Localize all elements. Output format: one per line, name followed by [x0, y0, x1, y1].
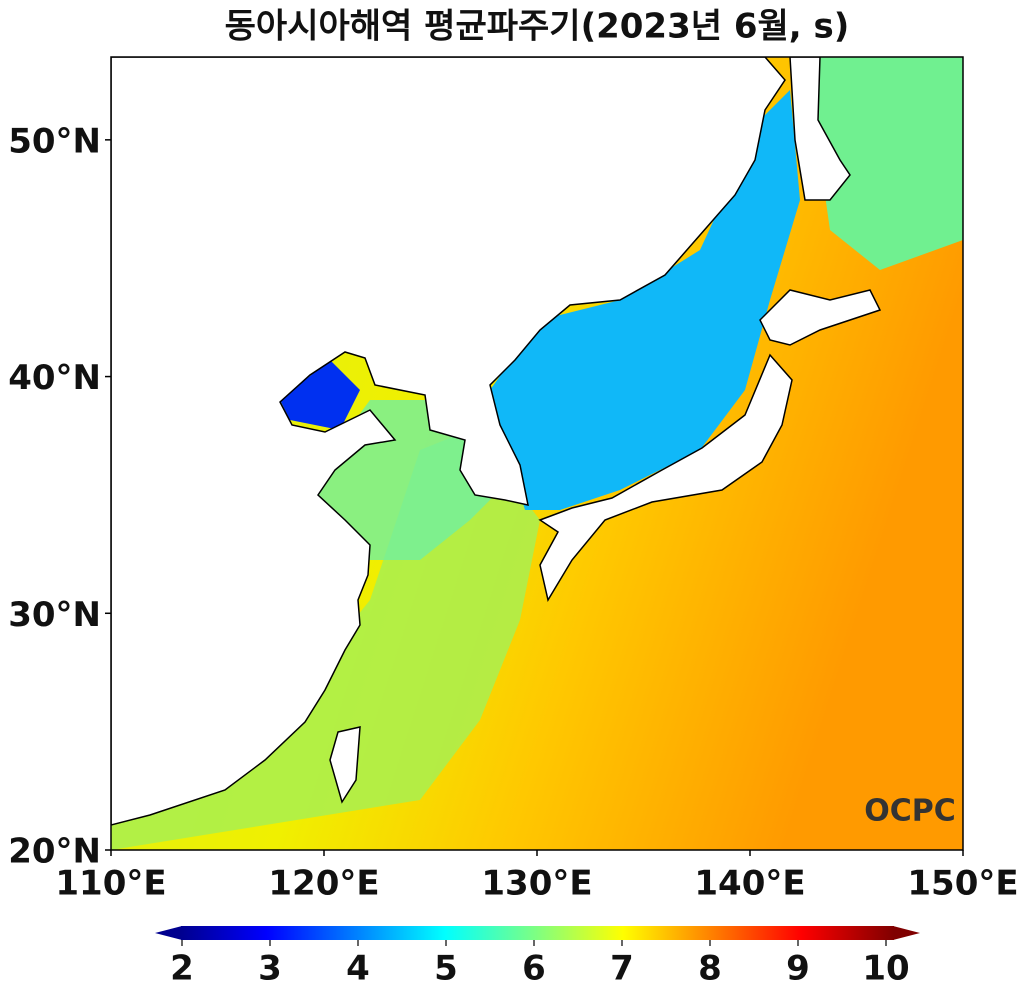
japan [538, 353, 793, 602]
y-tick-label: 40°N [8, 358, 101, 398]
hokkaido [759, 289, 882, 346]
x-tick-label: 130°E [481, 864, 592, 904]
colorbar-extend-high [893, 926, 920, 940]
colorbar-tick-label: 4 [346, 949, 370, 989]
x-tick-label: 150°E [907, 864, 1018, 904]
east-sea-field [490, 90, 800, 510]
x-tick-label: 140°E [694, 864, 805, 904]
colorbar-extend-low [155, 926, 182, 940]
x-tick-label: 120°E [268, 864, 379, 904]
colorbar-tick-label: 2 [170, 949, 194, 989]
colorbar-tick-label: 5 [434, 949, 458, 989]
colorbar-tick-label: 3 [258, 949, 282, 989]
colorbar-tick-label: 8 [698, 949, 722, 989]
taiwan [329, 726, 361, 804]
colorbar-tick-label: 7 [610, 949, 634, 989]
y-tick-label: 20°N [8, 832, 101, 872]
x-tick-label: 110°E [55, 864, 166, 904]
colorbar-tick-label: 6 [522, 949, 546, 989]
y-tick-label: 50°N [8, 121, 101, 161]
colorbar-tick-label: 9 [786, 949, 810, 989]
axes: 110°E 120°E 130°E 140°E 150°E 20°N 30°N 40°N 50°… [8, 121, 1018, 988]
y-tick-label: 30°N [8, 595, 101, 635]
logo: OCPC [864, 794, 956, 829]
map-area: OCPC [111, 57, 963, 850]
sakhalin [789, 57, 851, 201]
colorbar [181, 926, 894, 940]
mainland [111, 57, 786, 826]
bohai-field [280, 360, 360, 430]
map-title: 동아시아해역 평균파주기(2023년 6월, s) [225, 7, 850, 47]
colorbar-tick-label: 10 [862, 949, 909, 989]
okhotsk-field [800, 57, 963, 270]
